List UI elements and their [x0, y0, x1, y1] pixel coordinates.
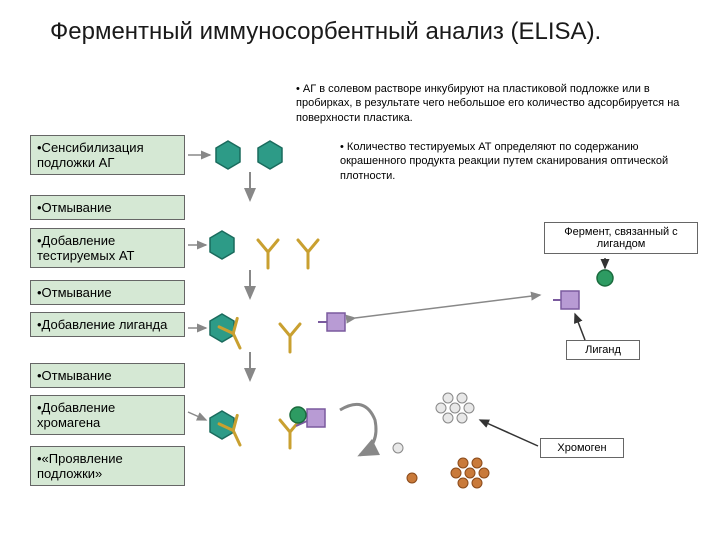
- label-enzyme: Фермент, связанный с лигандом: [544, 222, 698, 254]
- label-ligand: Лиганд: [566, 340, 640, 360]
- label-chromogen: Хромоген: [540, 438, 624, 458]
- description-2: • Количество тестируемых АТ определяют п…: [340, 140, 700, 183]
- step-6: •Отмывание: [30, 363, 185, 388]
- description-1: • АГ в солевом растворе инкубируют на пл…: [296, 82, 696, 125]
- step-8: •«Проявление подложки»: [30, 446, 185, 486]
- step-3: •Добавление тестируемых АТ: [30, 228, 185, 268]
- step-2: •Отмывание: [30, 195, 185, 220]
- step-1: •Сенсибилизация подложки АГ: [30, 135, 185, 175]
- page-title: Ферментный иммуносорбентный анализ (ELIS…: [50, 18, 601, 46]
- step-5: •Добавление лиганда: [30, 312, 185, 337]
- step-4: •Отмывание: [30, 280, 185, 305]
- step-7: •Добавление хромагена: [30, 395, 185, 435]
